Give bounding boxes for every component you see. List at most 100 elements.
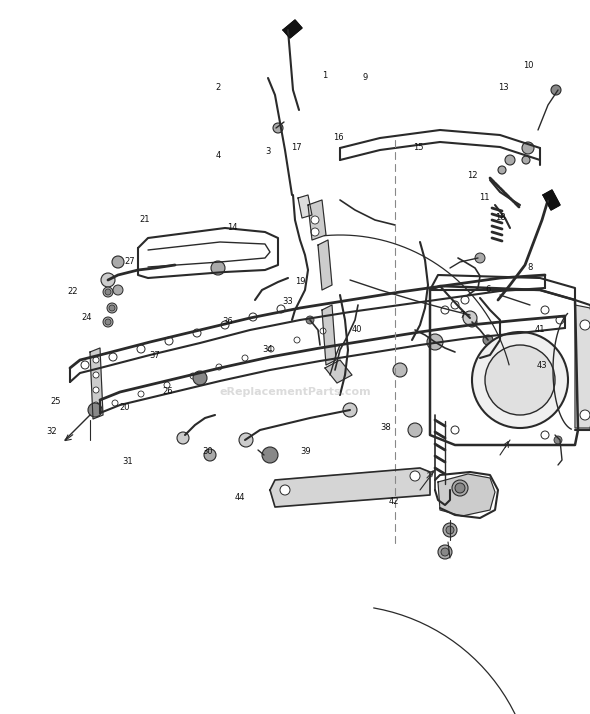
Circle shape [105,319,111,325]
Circle shape [472,332,568,428]
Circle shape [343,403,357,417]
Text: 34: 34 [263,346,273,354]
Polygon shape [283,20,302,38]
Text: 8: 8 [527,263,533,273]
Circle shape [441,548,449,556]
Text: 20: 20 [120,403,130,413]
Circle shape [103,287,113,297]
Circle shape [280,485,290,495]
Circle shape [193,371,207,385]
Text: 37: 37 [150,351,160,360]
Polygon shape [322,305,336,365]
Circle shape [463,311,477,325]
Polygon shape [543,190,560,210]
Text: 43: 43 [537,361,548,370]
Polygon shape [298,195,312,218]
Text: 41: 41 [535,326,545,334]
Circle shape [475,253,485,263]
Circle shape [505,155,515,165]
Text: 10: 10 [523,61,533,69]
Text: 24: 24 [82,313,92,323]
Circle shape [551,85,561,95]
Circle shape [112,400,118,406]
Circle shape [221,321,229,329]
Circle shape [137,345,145,353]
Circle shape [393,363,407,377]
Circle shape [451,426,459,434]
Text: 11: 11 [478,193,489,203]
Text: 14: 14 [227,223,237,233]
Text: 6: 6 [486,286,491,294]
Circle shape [193,329,201,337]
Polygon shape [318,240,332,290]
Text: 18: 18 [494,213,505,223]
Polygon shape [270,468,430,507]
Circle shape [556,316,564,324]
Circle shape [410,471,420,481]
Circle shape [88,403,102,417]
Text: 39: 39 [301,448,312,456]
Text: 32: 32 [47,428,57,436]
Circle shape [311,216,319,224]
Circle shape [262,447,278,463]
Circle shape [216,364,222,370]
Circle shape [249,313,257,321]
Circle shape [541,431,549,439]
Circle shape [452,480,468,496]
Circle shape [320,328,326,334]
Circle shape [485,345,555,415]
Text: 7: 7 [459,311,465,321]
Circle shape [242,355,248,361]
Circle shape [522,142,534,154]
Text: 27: 27 [124,258,135,266]
Circle shape [455,483,465,493]
Circle shape [446,526,454,534]
Circle shape [107,303,117,313]
Circle shape [109,353,117,361]
Text: 30: 30 [203,448,214,456]
Circle shape [541,306,549,314]
Text: 21: 21 [140,216,150,224]
Circle shape [164,382,170,388]
Text: 3: 3 [266,148,271,156]
Circle shape [93,387,99,393]
Circle shape [177,432,189,444]
Circle shape [93,372,99,378]
Text: 5: 5 [545,198,550,206]
Circle shape [522,156,530,164]
Circle shape [498,166,506,174]
Text: 25: 25 [51,398,61,406]
Text: 9: 9 [362,74,368,83]
Text: 42: 42 [389,498,399,506]
Circle shape [113,285,123,295]
Circle shape [277,305,285,313]
Text: 15: 15 [413,144,423,153]
Circle shape [580,410,590,420]
Circle shape [483,335,493,345]
Circle shape [311,228,319,236]
Text: 44: 44 [235,493,245,503]
Text: 16: 16 [333,134,343,143]
Circle shape [408,423,422,437]
Text: 33: 33 [283,298,293,306]
Text: 40: 40 [352,326,362,334]
Circle shape [93,357,99,363]
Circle shape [204,449,216,461]
Circle shape [101,273,115,287]
Circle shape [306,316,314,324]
Circle shape [165,337,173,345]
Circle shape [427,334,443,350]
Text: 22: 22 [68,288,78,296]
Circle shape [554,436,562,444]
Polygon shape [575,305,590,428]
Text: 26: 26 [163,388,173,396]
Text: 17: 17 [291,144,301,153]
Circle shape [580,320,590,330]
Text: 1: 1 [322,71,327,79]
Circle shape [190,373,196,379]
Circle shape [461,296,469,304]
Polygon shape [325,360,352,383]
Polygon shape [438,474,495,516]
Circle shape [268,346,274,352]
Text: 12: 12 [467,171,477,179]
